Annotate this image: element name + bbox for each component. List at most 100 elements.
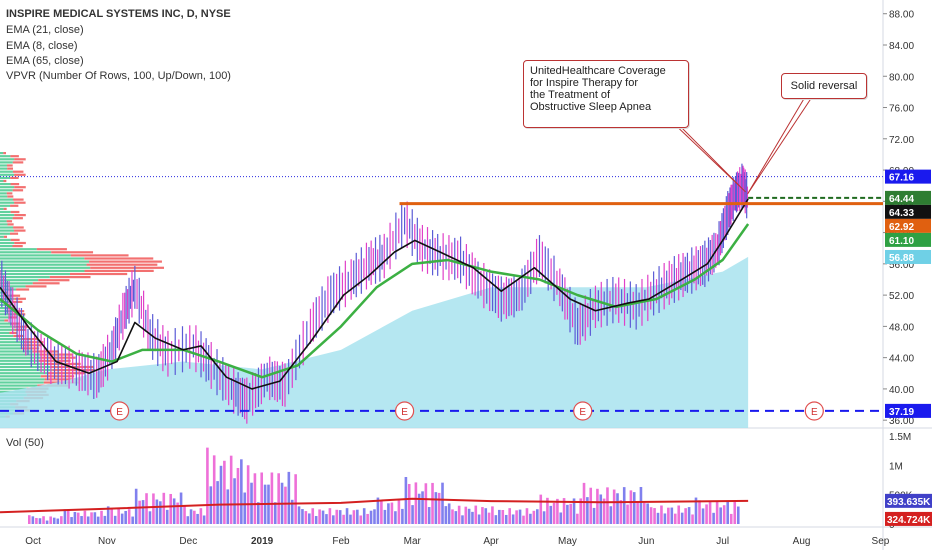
volume-tick-label: 1.5M <box>889 432 911 443</box>
volume-bar <box>138 500 141 524</box>
vpvr-bar-down <box>6 192 13 195</box>
volume-bar <box>304 511 308 524</box>
reversal-callout[interactable]: Solid reversal <box>781 73 867 99</box>
vpvr-bar-down <box>32 350 60 353</box>
vpvr-bar-up <box>0 238 11 241</box>
vpvr-bar-down <box>11 294 21 297</box>
earnings-marker-label: E <box>811 407 818 418</box>
volume-bar <box>127 509 131 524</box>
news-callout[interactable]: UnitedHealthcare Coverage for Inspire Th… <box>523 60 689 128</box>
volume-bar <box>162 492 166 524</box>
vpvr-bar-up <box>0 248 37 251</box>
volume-bar <box>152 493 155 524</box>
volume-bar <box>287 471 291 524</box>
price-tag <box>885 190 931 205</box>
volume-bar <box>670 507 674 524</box>
volume-bar <box>474 505 478 524</box>
volume-bar <box>212 455 216 524</box>
vpvr-bar-down <box>20 338 38 341</box>
earnings-marker-label: E <box>579 407 586 418</box>
legend-ema65[interactable]: EMA (65, close) <box>6 55 84 67</box>
vpvr-bar-up <box>0 198 13 201</box>
volume-bar <box>522 515 525 524</box>
volume-bar <box>656 512 660 524</box>
vpvr-bar-down <box>14 241 26 245</box>
volume-bar <box>677 505 681 524</box>
volume-bar <box>338 510 342 524</box>
time-tick-label: Feb <box>332 536 350 547</box>
vpvr-bar-up <box>0 241 15 245</box>
volume-bar <box>684 508 687 524</box>
vpvr-bar-down <box>14 186 26 189</box>
volume-tag-label: 393.635K <box>887 497 931 508</box>
legend-vpvr[interactable]: VPVR (Number Of Rows, 100, Up/Down, 100) <box>6 70 231 82</box>
time-tick-label: Oct <box>25 536 41 547</box>
vpvr-bar-down <box>3 179 7 183</box>
vpvr-bar-down <box>7 223 14 226</box>
volume-bar <box>380 500 383 524</box>
volume-bar <box>318 509 321 524</box>
price-tick-label: 88.00 <box>889 10 914 21</box>
volume-bar <box>335 509 339 524</box>
volume-bar <box>444 506 448 524</box>
vpvr-bar-up <box>0 260 90 263</box>
volume-bar <box>653 508 656 524</box>
vpvr-bar-up <box>0 369 53 372</box>
volume-bar <box>511 514 515 524</box>
volume-bar <box>498 509 501 524</box>
volume-bar <box>172 498 176 524</box>
vpvr-bar-up <box>0 313 14 316</box>
vpvr-bar-down <box>6 164 13 167</box>
volume-bar <box>328 508 332 524</box>
volume-bar <box>404 477 408 524</box>
volume-bar <box>390 502 394 524</box>
vpvr-bar-down <box>14 297 26 300</box>
volume-bar <box>719 507 722 524</box>
volume-bar <box>729 513 733 524</box>
volume-bar <box>226 489 230 524</box>
vpvr-bar-up <box>0 381 44 384</box>
vpvr-bar-up <box>0 334 14 338</box>
vpvr-bar-down <box>7 195 14 198</box>
volume-tag-label: 324.724K <box>887 515 931 526</box>
volume-bar <box>70 517 73 524</box>
ema8-line <box>0 198 749 390</box>
vpvr-bar-down <box>4 319 9 322</box>
volume-legend[interactable]: Vol (50) <box>6 437 44 449</box>
legend-ema8[interactable]: EMA (8, close) <box>6 40 78 52</box>
volume-bar <box>592 507 596 524</box>
price-tag-label: 64.33 <box>889 208 914 219</box>
vpvr-bar-up <box>0 164 7 167</box>
volume-bar <box>96 516 100 524</box>
legend-ema21[interactable]: EMA (21, close) <box>6 24 84 36</box>
vpvr-bar-down <box>10 238 20 241</box>
vpvr-bar-up <box>0 375 41 378</box>
vpvr-bar-up <box>0 387 27 390</box>
volume-bar <box>345 508 349 524</box>
vpvr-bar-up <box>0 167 8 170</box>
volume-bar <box>52 517 56 524</box>
volume-bar <box>481 507 484 524</box>
vpvr-bar-down <box>9 232 19 235</box>
vpvr-bar-up <box>0 210 11 214</box>
vpvr-bar-down <box>51 251 94 254</box>
time-tick-label: Sep <box>872 536 890 547</box>
vpvr-bar-down <box>14 201 26 204</box>
volume-bar <box>117 508 120 524</box>
vpvr-bar-up <box>0 288 17 291</box>
volume-bar <box>90 512 93 524</box>
earnings-marker <box>395 401 415 421</box>
vpvr-bar-up <box>0 170 13 173</box>
vpvr-bar-down <box>49 276 91 279</box>
vpvr-bar-up <box>0 285 26 288</box>
vpvr-bar-up <box>0 359 39 362</box>
volume-bar <box>484 508 488 524</box>
volume-bar <box>131 516 134 524</box>
volume-bar <box>141 500 145 524</box>
price-tick-label: 84.00 <box>889 41 914 52</box>
volume-bar <box>487 512 491 524</box>
volume-bar <box>451 509 454 524</box>
vpvr-bar-up <box>0 384 38 387</box>
